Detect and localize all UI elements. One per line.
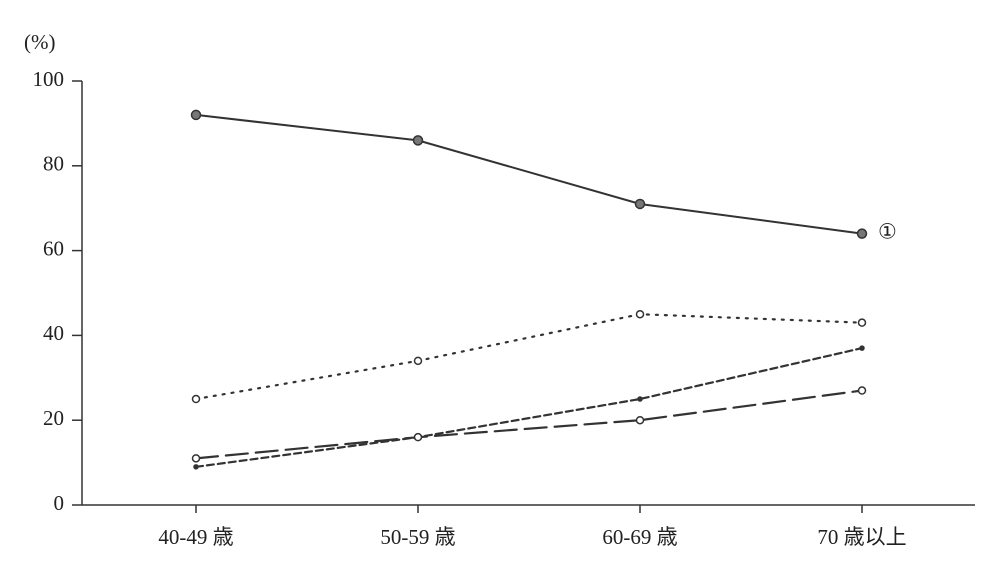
point <box>637 396 643 402</box>
series-line <box>194 347 864 468</box>
point <box>857 318 867 327</box>
y-axis-label: (%) <box>24 30 55 54</box>
point <box>191 394 201 404</box>
point <box>193 464 199 470</box>
y-tick-label: 80 <box>43 152 64 176</box>
point <box>412 135 424 146</box>
x-tick-label: 60-69 歳 <box>602 525 677 549</box>
point <box>635 309 645 319</box>
series-line <box>195 113 863 235</box>
y-tick-label: 20 <box>43 406 64 430</box>
y-tick-label: 40 <box>43 321 64 345</box>
y-tick-label: 0 <box>54 491 65 515</box>
y-tick-label: 100 <box>33 67 65 91</box>
series-line <box>194 313 864 401</box>
point <box>859 345 865 351</box>
point <box>856 228 868 239</box>
x-tick-label: 50-59 歳 <box>380 525 455 549</box>
x-tick-label: 70 歳以上 <box>817 525 906 549</box>
y-tick-label: 60 <box>43 236 64 260</box>
point <box>634 198 646 210</box>
x-tick-label: 40-49 歳 <box>158 525 233 549</box>
series-label: ① <box>878 219 897 243</box>
point <box>413 356 423 366</box>
point <box>413 432 423 442</box>
point <box>857 386 867 395</box>
point <box>635 415 645 425</box>
point <box>190 109 202 121</box>
series-line <box>194 389 864 460</box>
point <box>191 454 201 463</box>
